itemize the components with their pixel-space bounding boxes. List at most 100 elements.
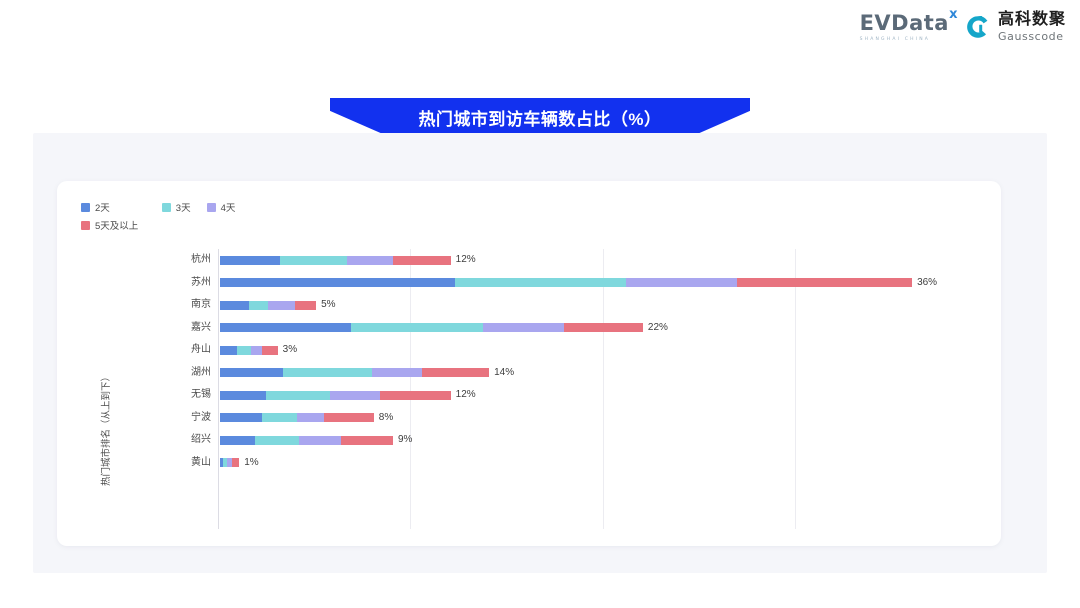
gausscode-chinese-name: 高科数聚 bbox=[997, 11, 1066, 28]
bar-row-label: 杭州 bbox=[191, 254, 211, 265]
bar-track: 12% bbox=[220, 384, 987, 406]
bar-row[interactable]: 苏州 36% bbox=[117, 272, 987, 294]
bar-segment-3天[interactable] bbox=[266, 390, 330, 400]
legend-label-5days-plus: 5天及以上 bbox=[95, 221, 139, 232]
bar-stack bbox=[220, 435, 393, 445]
chart-card: 2天 3天 4天 5天及以上 热门城市排名（从上到下） bbox=[57, 181, 1001, 546]
bar-stack bbox=[220, 345, 278, 355]
bar-segment-5天及以上[interactable] bbox=[564, 323, 643, 332]
evdata-logo: EVData x shanghai china bbox=[860, 8, 958, 42]
bar-value-label: 5% bbox=[321, 299, 336, 310]
bar-segment-2天[interactable] bbox=[220, 323, 351, 332]
bar-value-label: 12% bbox=[455, 254, 476, 265]
bar-segment-5天及以上[interactable] bbox=[323, 413, 374, 422]
bar-segment-5天及以上[interactable] bbox=[294, 300, 317, 310]
bar-value-label: 36% bbox=[917, 276, 938, 288]
bar-stack bbox=[220, 255, 451, 265]
bar-segment-4天[interactable] bbox=[250, 345, 263, 355]
bar-row-label: 绍兴 bbox=[191, 434, 211, 445]
chart-legend: 2天 3天 4天 5天及以上 bbox=[81, 200, 501, 236]
bar-segment-4天[interactable] bbox=[625, 278, 738, 287]
gausscode-logo: 高科数聚 Gausscode bbox=[965, 12, 1066, 42]
bar-segment-5天及以上[interactable] bbox=[341, 435, 393, 445]
bar-row-label: 苏州 bbox=[191, 276, 211, 288]
evdata-wordmark: EVData x bbox=[860, 8, 958, 34]
bar-segment-2天[interactable] bbox=[220, 368, 284, 377]
bar-track: 36% bbox=[220, 272, 987, 294]
bar-segment-2天[interactable] bbox=[220, 413, 263, 422]
bar-track: 5% bbox=[220, 294, 987, 316]
bar-segment-4天[interactable] bbox=[226, 458, 232, 467]
gausscode-mark-icon bbox=[965, 14, 991, 40]
bar-segment-5天及以上[interactable] bbox=[421, 368, 490, 377]
bar-value-label: 12% bbox=[455, 389, 476, 400]
bar-row[interactable]: 舟山 3% bbox=[117, 339, 987, 361]
bar-segment-5天及以上[interactable] bbox=[393, 255, 451, 265]
legend-swatch-4days bbox=[206, 202, 216, 212]
bar-row[interactable]: 湖州 14% bbox=[117, 362, 987, 384]
bar-segment-3天[interactable] bbox=[454, 278, 626, 287]
bar-track: 3% bbox=[220, 339, 987, 361]
bar-segment-4天[interactable] bbox=[371, 368, 422, 377]
bar-value-label: 3% bbox=[282, 344, 298, 355]
bar-stack bbox=[220, 413, 374, 422]
y-axis-title-label: 热门城市排名（从上到下） bbox=[101, 371, 112, 487]
bar-track: 1% bbox=[220, 452, 987, 474]
bar-segment-5天及以上[interactable] bbox=[737, 278, 913, 287]
bar-row-label: 舟山 bbox=[191, 344, 211, 355]
legend-item-5days-plus[interactable]: 5天及以上 bbox=[81, 218, 501, 232]
bar-segment-4天[interactable] bbox=[346, 255, 393, 265]
bar-stack bbox=[220, 458, 240, 467]
legend-label-3days: 3天 bbox=[175, 203, 191, 214]
bar-segment-5天及以上[interactable] bbox=[231, 458, 240, 467]
bar-segment-2天[interactable] bbox=[220, 300, 249, 310]
legend-item-3days[interactable]: 3天 bbox=[161, 200, 191, 214]
legend-item-2days[interactable]: 2天 bbox=[81, 200, 110, 214]
gausscode-text: 高科数聚 Gausscode bbox=[997, 11, 1066, 43]
bar-stack bbox=[220, 278, 913, 287]
legend-swatch-2days bbox=[81, 202, 90, 212]
bar-value-label: 9% bbox=[397, 434, 413, 445]
bar-segment-3天[interactable] bbox=[262, 413, 297, 422]
bar-segment-3天[interactable] bbox=[222, 458, 227, 467]
bar-row[interactable]: 宁波 8% bbox=[117, 407, 987, 429]
bar-stack bbox=[220, 368, 490, 377]
bar-segment-3天[interactable] bbox=[237, 345, 251, 355]
bar-row[interactable]: 嘉兴 22% bbox=[117, 317, 987, 339]
legend-item-4days[interactable]: 4天 bbox=[206, 200, 235, 214]
bar-row[interactable]: 绍兴 9% bbox=[117, 429, 987, 451]
bar-row[interactable]: 无锡 12% bbox=[117, 384, 987, 406]
bar-segment-5天及以上[interactable] bbox=[262, 345, 278, 355]
bar-track: 12% bbox=[220, 249, 987, 271]
y-axis-line bbox=[218, 249, 219, 529]
bar-segment-2天[interactable] bbox=[220, 435, 255, 445]
bar-segment-3天[interactable] bbox=[283, 368, 372, 377]
bar-segment-2天[interactable] bbox=[220, 345, 238, 355]
bar-segment-3天[interactable] bbox=[254, 435, 299, 445]
bar-stack bbox=[220, 323, 643, 332]
bar-segment-3天[interactable] bbox=[248, 300, 269, 310]
content-panel: 2天 3天 4天 5天及以上 热门城市排名（从上到下） bbox=[33, 133, 1047, 573]
bar-row-label: 湖州 bbox=[191, 366, 211, 378]
bar-segment-4天[interactable] bbox=[268, 300, 295, 310]
bar-row[interactable]: 黄山 1% bbox=[117, 452, 987, 474]
bar-segment-2天[interactable] bbox=[220, 458, 223, 467]
bar-segment-4天[interactable] bbox=[298, 435, 342, 445]
evdata-superscript-x: x bbox=[949, 6, 958, 22]
bar-segment-5天及以上[interactable] bbox=[379, 390, 451, 400]
bar-segment-4天[interactable] bbox=[296, 413, 324, 422]
bar-track: 22% bbox=[220, 317, 987, 339]
bar-segment-2天[interactable] bbox=[220, 255, 280, 265]
bar-segment-4天[interactable] bbox=[483, 323, 565, 332]
bar-row[interactable]: 南京 5% bbox=[117, 294, 987, 316]
bar-segment-3天[interactable] bbox=[350, 323, 484, 332]
legend-label-2days: 2天 bbox=[95, 203, 110, 214]
bar-segment-2天[interactable] bbox=[220, 390, 267, 400]
bar-segment-3天[interactable] bbox=[279, 255, 347, 265]
bar-value-label: 22% bbox=[647, 321, 668, 333]
bar-segment-2天[interactable] bbox=[220, 278, 455, 287]
bar-segment-4天[interactable] bbox=[329, 390, 380, 400]
bar-row-label: 宁波 bbox=[191, 411, 211, 423]
bar-row[interactable]: 杭州 12% bbox=[117, 249, 987, 271]
bar-value-label: 8% bbox=[378, 411, 394, 423]
